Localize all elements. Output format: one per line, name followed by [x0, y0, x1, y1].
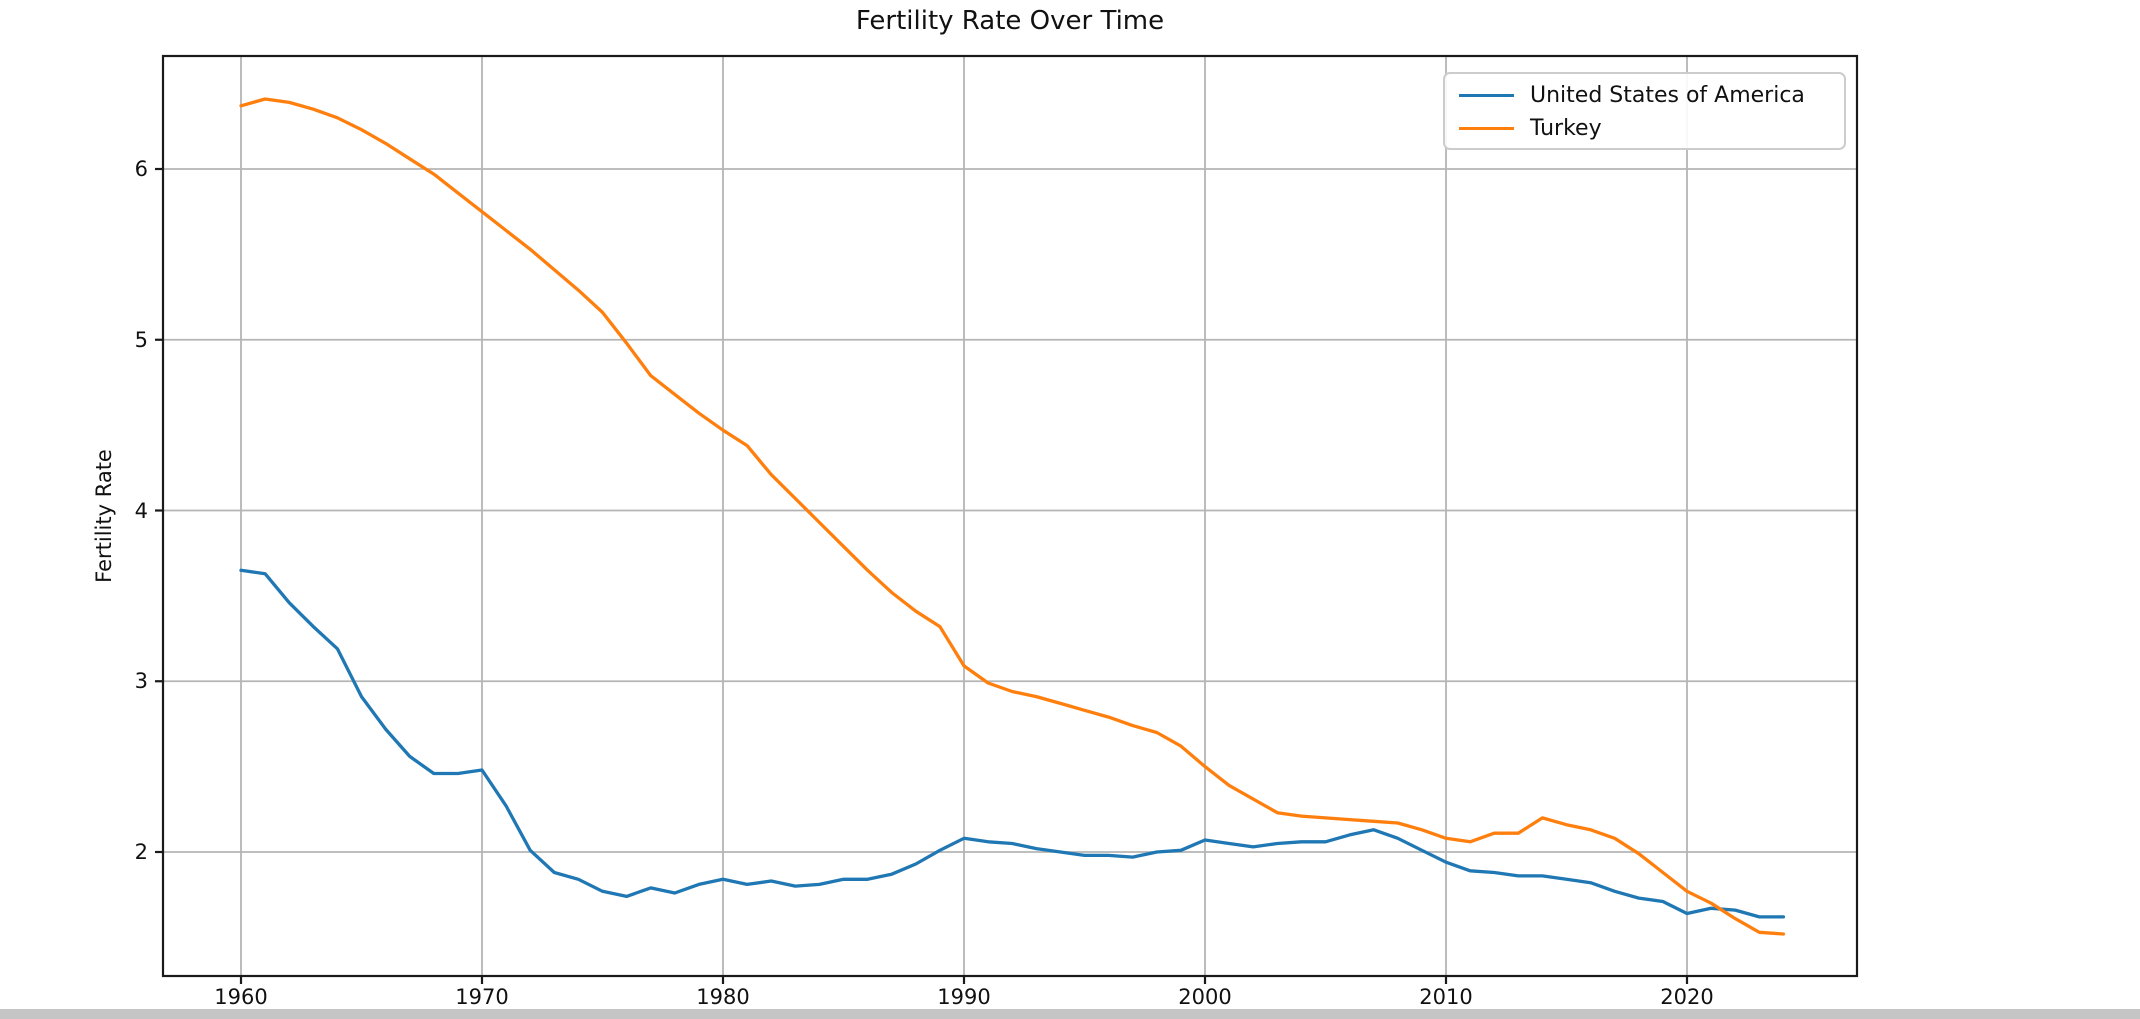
y-tick-label: 6 — [134, 157, 148, 181]
legend-label-turkey: Turkey — [1530, 116, 1602, 141]
legend-item-turkey: Turkey — [1459, 112, 1844, 145]
line-series — [239, 97, 1786, 936]
legend-line-sample-turkey — [1459, 126, 1514, 131]
legend-label-usa: United States of America — [1530, 83, 1805, 108]
x-tick-label: 1960 — [214, 985, 268, 1009]
legend: United States of America Turkey — [1443, 72, 1846, 150]
window-bottom-bar — [0, 1009, 2140, 1019]
data-series — [239, 97, 1786, 936]
y-tick-label: 4 — [134, 498, 148, 523]
x-tick-label: 1980 — [696, 985, 750, 1009]
x-tick-label: 1970 — [455, 985, 509, 1009]
x-tick-label: 2000 — [1178, 985, 1232, 1009]
grid-lines — [163, 56, 1857, 976]
y-tick-label: 5 — [134, 327, 148, 352]
legend-line-sample-usa — [1459, 93, 1514, 98]
y-tick-label: 3 — [134, 669, 148, 694]
legend-item-usa: United States of America — [1459, 79, 1844, 112]
x-tick-label: 2010 — [1419, 985, 1473, 1009]
x-tick-label: 1990 — [937, 985, 991, 1009]
plot-border — [161, 54, 1859, 978]
chart-title: Fertility Rate Over Time — [855, 6, 1165, 36]
line-series — [239, 568, 1786, 919]
x-tick-label: 2020 — [1660, 985, 1714, 1009]
y-tick-label: 2 — [134, 840, 148, 864]
axis-ticks — [155, 167, 1689, 984]
